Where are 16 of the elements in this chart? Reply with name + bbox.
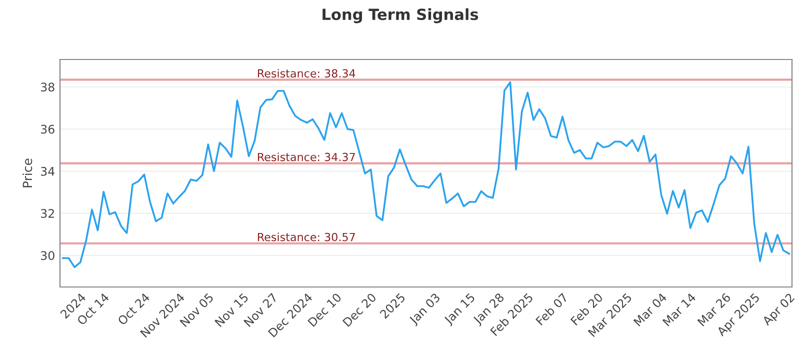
y-tick-label: 32 xyxy=(41,208,54,218)
y-tick-label: 38 xyxy=(41,82,54,92)
ref-line-label: Resistance: 34.37 xyxy=(258,152,355,162)
x-tick-label: Apr 02 xyxy=(762,292,796,328)
x-tick-label: Feb 07 xyxy=(535,292,568,326)
x-tick-label: Dec 20 xyxy=(342,292,377,327)
ref-line-label: Resistance: 38.34 xyxy=(258,68,356,78)
y-tick-label: 36 xyxy=(41,124,54,134)
y-axis-title: Price xyxy=(22,158,32,188)
ref-line-label: Resistance: 30.57 xyxy=(258,232,355,242)
chart-title: Long Term Signals xyxy=(322,8,478,24)
y-tick-label: 30 xyxy=(41,251,54,260)
x-tick-label: Oct 24 xyxy=(117,292,150,326)
y-tick-label: 34 xyxy=(41,166,54,176)
x-tick-label: Jan 03 xyxy=(408,292,442,326)
line-series xyxy=(62,81,790,268)
